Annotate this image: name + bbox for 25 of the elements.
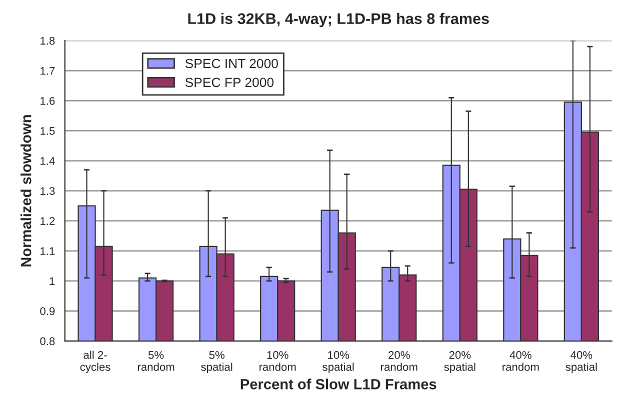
x-tick-label: 40% spatial (566, 351, 597, 374)
y-tick-label: 1.6 (40, 96, 55, 105)
y-tick-label: 1.8 (40, 36, 55, 45)
x-tick-label: 5% spatial (201, 351, 232, 374)
x-tick-label: 10% random (259, 351, 296, 371)
y-tick-label: 1.5 (40, 127, 55, 135)
x-tick-label: all 2- cycles (80, 350, 110, 374)
y-tick-label: 1.4 (40, 157, 55, 165)
legend-label: SPEC INT 2000 (185, 58, 278, 68)
y-tick-label: 1 (50, 277, 55, 285)
legend-label: SPEC FP 2000 (185, 78, 274, 88)
x-tick-label: 20% random (381, 351, 418, 371)
y-axis-title: Normalized slowdown (20, 115, 32, 266)
chart-title: L1D is 32KB, 4-way; L1D-PB has 8 frames (188, 12, 489, 28)
y-tick-label: 0.9 (40, 307, 55, 316)
x-tick-label: 40% random (502, 351, 539, 371)
x-tick-label: 20% spatial (444, 351, 476, 374)
x-axis-title: Percent of Slow L1D Frames (240, 378, 436, 390)
y-tick-label: 0.8 (40, 337, 55, 346)
y-tick-label: 1.2 (40, 217, 55, 225)
y-tick-label: 1.1 (40, 247, 55, 255)
x-tick-label: 5% random (138, 351, 174, 371)
y-tick-label: 1.3 (40, 187, 55, 195)
y-tick-label: 1.7 (40, 67, 55, 75)
x-tick-label: 10% spatial (322, 351, 354, 374)
